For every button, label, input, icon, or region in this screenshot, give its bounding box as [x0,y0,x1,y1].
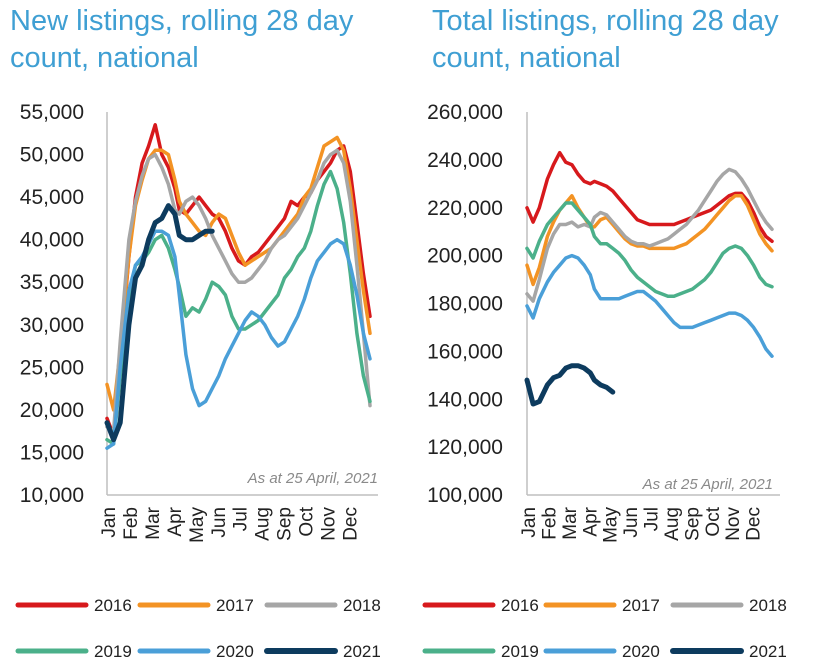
x-tick-label-sep: Sep [275,507,296,541]
series-line-2021 [104,203,215,443]
x-tick-label-jun: Jun [209,507,230,538]
legend-label-2016: 2016 [501,596,539,615]
x-tick-label-may: May [601,507,622,543]
x-tick-label-feb: Feb [539,507,560,540]
series-line-2018 [105,148,372,433]
x-tick-label-oct: Oct [703,506,724,536]
y-tick-label: 220,000 [427,197,503,220]
series-line-2016 [525,150,774,244]
legend-label-2017: 2017 [622,596,660,615]
series-line-2020 [525,253,774,358]
y-tick-label: 100,000 [427,484,503,507]
y-tick-label: 30,000 [20,314,84,337]
y-tick-label: 25,000 [20,356,84,379]
x-tick-label-nov: Nov [723,507,744,541]
y-tick-label: 160,000 [427,340,503,363]
series-line-2021 [524,363,616,407]
y-tick-label: 50,000 [20,144,84,167]
x-tick-label-jul: Jul [642,507,663,531]
y-tick-label: 200,000 [427,245,503,268]
series-line-2019 [525,201,774,299]
y-tick-label: 35,000 [20,271,84,294]
legend-label-2021: 2021 [749,642,787,661]
chart-title-total-listings: Total listings, rolling 28 day count, na… [432,5,779,74]
x-tick-label-dec: Dec [340,507,361,541]
x-tick-label-aug: Aug [662,507,683,541]
x-tick-label-nov: Nov [318,507,339,541]
x-tick-label-oct: Oct [296,506,317,536]
y-tick-label: 10,000 [20,484,84,507]
series-line-2017 [525,194,774,287]
x-tick-label-may: May [187,507,208,543]
x-tick-label-sep: Sep [682,507,703,541]
x-tick-label-dec: Dec [744,507,765,541]
y-tick-label: 15,000 [20,441,84,464]
y-tick-label: 140,000 [427,388,503,411]
legend-label-2019: 2019 [501,642,539,661]
date-annotation: As at 25 April, 2021 [247,470,378,487]
series-line-2016 [105,123,372,438]
series-line-2020 [105,229,372,450]
y-tick-label: 120,000 [427,436,503,459]
y-tick-label: 240,000 [427,149,503,172]
y-tick-label: 20,000 [20,399,84,422]
series-line-2017 [105,135,372,412]
x-tick-label-aug: Aug [253,507,274,541]
legend-label-2018: 2018 [343,596,381,615]
x-tick-label-apr: Apr [165,506,186,536]
legend-label-2018: 2018 [749,596,787,615]
legend-label-2021: 2021 [343,642,381,661]
y-tick-label: 55,000 [20,101,84,124]
series-line-2018 [525,167,774,303]
legend-label-2020: 2020 [622,642,660,661]
x-tick-label-jun: Jun [621,507,642,538]
legend-label-2017: 2017 [216,596,254,615]
x-tick-label-feb: Feb [121,507,142,540]
y-tick-label: 45,000 [20,186,84,209]
legend-label-2016: 2016 [94,596,132,615]
legend-label-2020: 2020 [216,642,254,661]
x-tick-label-mar: Mar [560,506,581,539]
date-annotation: As at 25 April, 2021 [642,476,773,493]
x-tick-label-jan: Jan [519,507,540,538]
x-tick-label-mar: Mar [143,506,164,539]
x-tick-label-apr: Apr [580,506,601,536]
y-tick-label: 180,000 [427,293,503,316]
y-tick-label: 260,000 [427,101,503,124]
legend-label-2019: 2019 [94,642,132,661]
x-tick-label-jul: Jul [231,507,252,531]
chart-title-new-listings: New listings, rolling 28 day count, nati… [10,5,354,74]
series-line-2019 [105,169,372,446]
y-tick-label: 40,000 [20,229,84,252]
x-tick-label-jan: Jan [99,507,120,538]
